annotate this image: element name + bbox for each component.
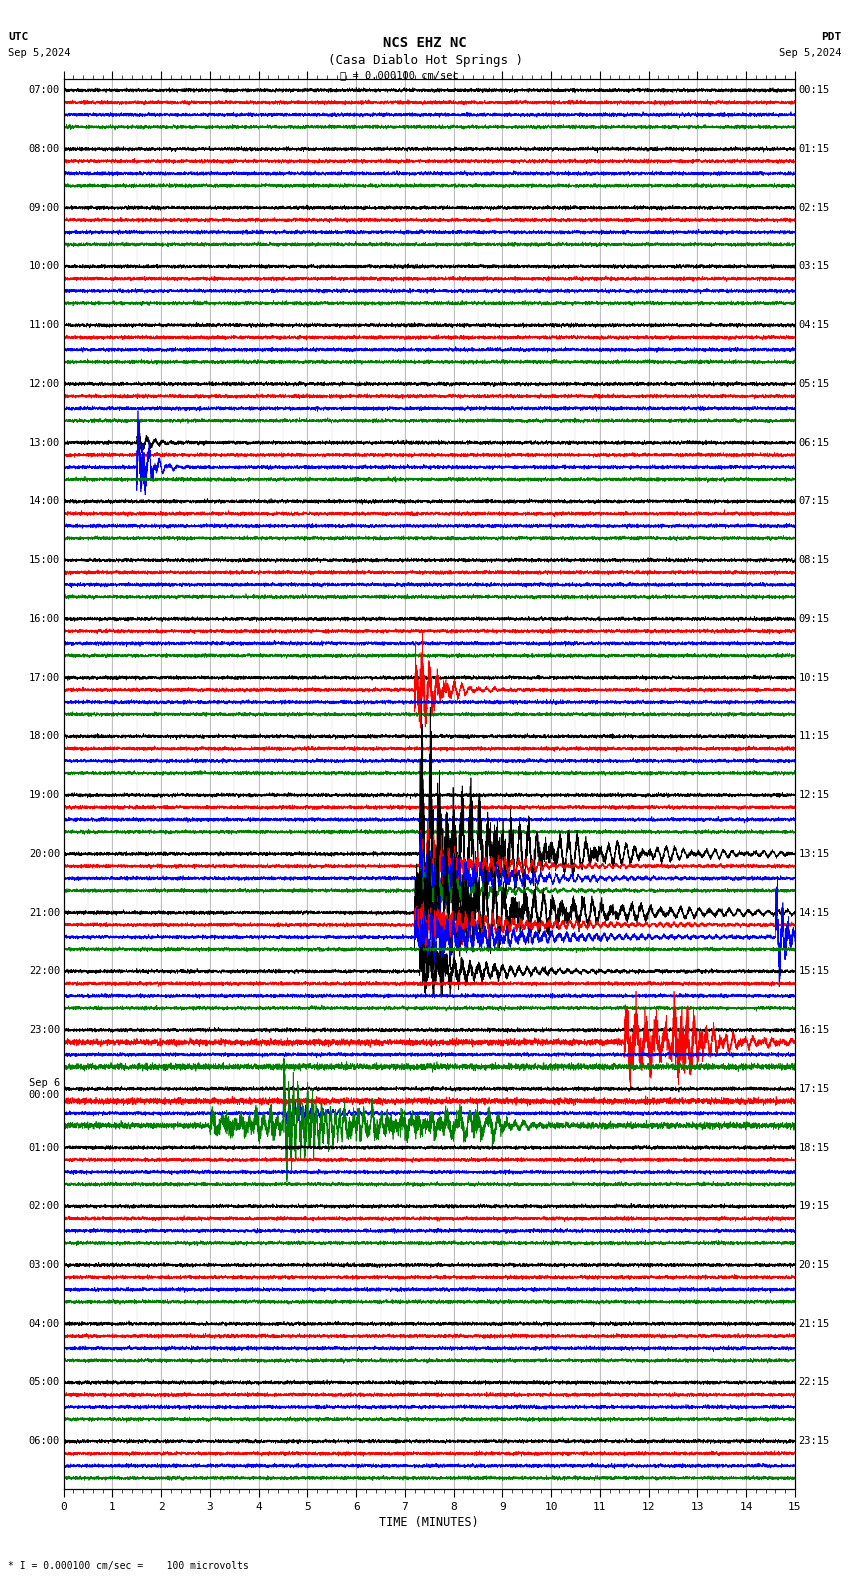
Text: Sep 6
00:00: Sep 6 00:00 — [29, 1079, 60, 1099]
Text: 18:00: 18:00 — [29, 732, 60, 741]
Text: 03:15: 03:15 — [798, 261, 830, 271]
Text: 10:15: 10:15 — [798, 673, 830, 683]
Text: 04:00: 04:00 — [29, 1319, 60, 1329]
Text: 15:00: 15:00 — [29, 554, 60, 565]
Text: 06:15: 06:15 — [798, 437, 830, 448]
Text: ⎹ = 0.000100 cm/sec: ⎹ = 0.000100 cm/sec — [340, 70, 459, 79]
Text: 04:15: 04:15 — [798, 320, 830, 329]
Text: UTC: UTC — [8, 32, 29, 41]
Text: 02:15: 02:15 — [798, 203, 830, 212]
Text: 20:00: 20:00 — [29, 849, 60, 859]
Text: 13:15: 13:15 — [798, 849, 830, 859]
Text: 22:15: 22:15 — [798, 1378, 830, 1388]
Text: 22:00: 22:00 — [29, 966, 60, 976]
Text: 21:00: 21:00 — [29, 908, 60, 917]
Text: 08:15: 08:15 — [798, 554, 830, 565]
Text: Sep 5,2024: Sep 5,2024 — [779, 48, 842, 57]
Text: 16:15: 16:15 — [798, 1025, 830, 1034]
Text: 02:00: 02:00 — [29, 1201, 60, 1212]
Text: 20:15: 20:15 — [798, 1259, 830, 1270]
Text: 07:15: 07:15 — [798, 496, 830, 507]
Text: 19:15: 19:15 — [798, 1201, 830, 1212]
Text: 01:00: 01:00 — [29, 1142, 60, 1153]
Text: 11:00: 11:00 — [29, 320, 60, 329]
X-axis label: TIME (MINUTES): TIME (MINUTES) — [379, 1516, 479, 1529]
Text: 00:15: 00:15 — [798, 86, 830, 95]
Text: 19:00: 19:00 — [29, 790, 60, 800]
Text: (Casa Diablo Hot Springs ): (Casa Diablo Hot Springs ) — [327, 54, 523, 67]
Text: 13:00: 13:00 — [29, 437, 60, 448]
Text: 12:00: 12:00 — [29, 379, 60, 390]
Text: 01:15: 01:15 — [798, 144, 830, 154]
Text: 15:15: 15:15 — [798, 966, 830, 976]
Text: 23:15: 23:15 — [798, 1437, 830, 1446]
Text: NCS EHZ NC: NCS EHZ NC — [383, 36, 467, 51]
Text: * I = 0.000100 cm/sec =    100 microvolts: * I = 0.000100 cm/sec = 100 microvolts — [8, 1562, 249, 1571]
Text: 23:00: 23:00 — [29, 1025, 60, 1034]
Text: 14:15: 14:15 — [798, 908, 830, 917]
Text: 17:15: 17:15 — [798, 1083, 830, 1095]
Text: 17:00: 17:00 — [29, 673, 60, 683]
Text: 09:00: 09:00 — [29, 203, 60, 212]
Text: 09:15: 09:15 — [798, 615, 830, 624]
Text: 14:00: 14:00 — [29, 496, 60, 507]
Text: 07:00: 07:00 — [29, 86, 60, 95]
Text: 10:00: 10:00 — [29, 261, 60, 271]
Text: 05:15: 05:15 — [798, 379, 830, 390]
Text: 06:00: 06:00 — [29, 1437, 60, 1446]
Text: 05:00: 05:00 — [29, 1378, 60, 1388]
Text: 12:15: 12:15 — [798, 790, 830, 800]
Text: 11:15: 11:15 — [798, 732, 830, 741]
Text: 08:00: 08:00 — [29, 144, 60, 154]
Text: 18:15: 18:15 — [798, 1142, 830, 1153]
Text: 03:00: 03:00 — [29, 1259, 60, 1270]
Text: PDT: PDT — [821, 32, 842, 41]
Text: Sep 5,2024: Sep 5,2024 — [8, 48, 71, 57]
Text: 16:00: 16:00 — [29, 615, 60, 624]
Text: 21:15: 21:15 — [798, 1319, 830, 1329]
